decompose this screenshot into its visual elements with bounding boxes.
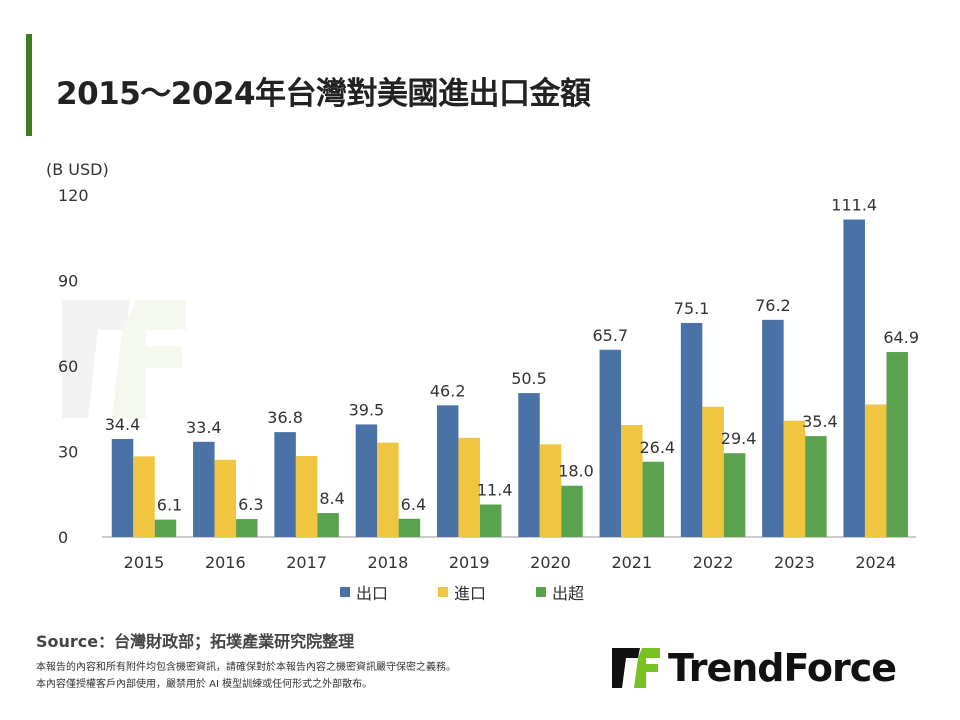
bar-surplus	[561, 485, 583, 537]
y-tick-label: 60	[58, 357, 78, 376]
watermark-logo-icon	[62, 300, 130, 418]
x-tick-label: 2023	[774, 553, 815, 572]
legend-swatch	[340, 587, 350, 597]
legend: 出口 進口 出超	[340, 580, 584, 604]
data-label: 29.4	[721, 429, 757, 448]
bar-import	[214, 459, 237, 537]
legend-item-surplus: 出超	[536, 580, 584, 604]
x-tick-label: 2017	[286, 553, 327, 572]
bar-surplus	[642, 461, 665, 537]
x-tick-label: 2022	[693, 553, 734, 572]
legend-item-export: 出口	[340, 580, 388, 604]
bar-export	[599, 349, 622, 537]
x-tick-label: 2019	[449, 553, 490, 572]
y-tick-label: 0	[58, 528, 68, 547]
x-tick-label: 2020	[530, 553, 571, 572]
bar-surplus	[236, 519, 258, 537]
data-label: 6.1	[157, 496, 182, 515]
bar-surplus	[886, 352, 908, 537]
data-label: 65.7	[592, 326, 628, 345]
x-tick-label: 2016	[205, 553, 246, 572]
data-label: 39.5	[349, 400, 385, 419]
watermark-logo-icon	[112, 300, 186, 418]
source-text: Source：台灣財政部；拓墣產業研究院整理	[36, 632, 355, 651]
bar-surplus	[479, 504, 502, 537]
bar-export	[843, 219, 865, 537]
x-tick-label: 2024	[855, 553, 896, 572]
trendforce-logo-text: TrendForce	[668, 646, 897, 690]
data-label: 111.4	[831, 196, 877, 215]
bar-export	[193, 441, 215, 537]
data-label: 11.4	[477, 481, 513, 500]
bar-export	[436, 405, 459, 537]
bar-import	[377, 442, 399, 537]
bar-surplus	[317, 513, 339, 537]
legend-swatch	[438, 587, 449, 597]
data-label: 18.0	[558, 462, 594, 481]
bar-export	[680, 322, 703, 537]
data-label: 64.9	[883, 328, 919, 347]
bar-export	[355, 424, 378, 537]
bar-import	[539, 444, 562, 537]
data-label: 8.4	[319, 489, 344, 508]
title-accent-bar	[26, 34, 32, 136]
data-label: 33.4	[186, 418, 222, 437]
bar-surplus	[723, 453, 746, 537]
x-tick-label: 2015	[124, 553, 165, 572]
bar-surplus	[398, 518, 421, 537]
data-label: 34.4	[105, 415, 141, 434]
bar-import	[702, 406, 724, 537]
bar-export	[518, 393, 540, 537]
bar-import	[458, 437, 480, 537]
bar-import	[864, 404, 887, 537]
bar-import	[783, 420, 806, 537]
data-label: 76.2	[755, 296, 791, 315]
bar-export	[274, 432, 296, 537]
usage-note: 本內容僅授權客戶內部使用，嚴禁用於 AI 模型訓練或任何形式之外部散布。	[36, 679, 373, 690]
trendforce-logo: TrendForce	[612, 646, 897, 690]
bar-surplus	[805, 436, 827, 537]
legend-item-import: 進口	[438, 580, 486, 604]
y-tick-label: 90	[58, 272, 78, 291]
data-label: 36.8	[267, 408, 303, 427]
data-label: 6.4	[401, 495, 426, 514]
data-label: 75.1	[674, 299, 710, 318]
chart-title: 2015～2024年台灣對美國進出口金額	[56, 76, 591, 112]
confidential-note: 本報告的內容和所有附件均包含機密資訊，請確保對於本報告內容之機密資訊嚴守保密之義…	[36, 662, 456, 673]
y-axis-unit: (B USD)	[46, 160, 109, 179]
legend-label: 出超	[552, 584, 585, 603]
legend-swatch	[536, 587, 547, 597]
legend-label: 進口	[454, 584, 487, 603]
data-label: 50.5	[511, 369, 547, 388]
bar-import	[133, 456, 155, 537]
bar-import	[621, 424, 643, 537]
trendforce-logo-icon	[612, 648, 660, 688]
y-tick-label: 120	[58, 186, 89, 205]
data-label: 6.3	[238, 495, 263, 514]
y-tick-label: 30	[58, 443, 78, 462]
data-label: 35.4	[802, 412, 838, 431]
bar-export	[762, 319, 784, 537]
data-label: 46.2	[430, 381, 466, 400]
bar-import	[295, 456, 318, 537]
bar-surplus	[154, 519, 177, 537]
x-tick-label: 2018	[368, 553, 409, 572]
x-tick-label: 2021	[611, 553, 652, 572]
legend-label: 出口	[356, 584, 389, 603]
data-label: 26.4	[639, 438, 675, 457]
bar-export	[111, 438, 134, 537]
